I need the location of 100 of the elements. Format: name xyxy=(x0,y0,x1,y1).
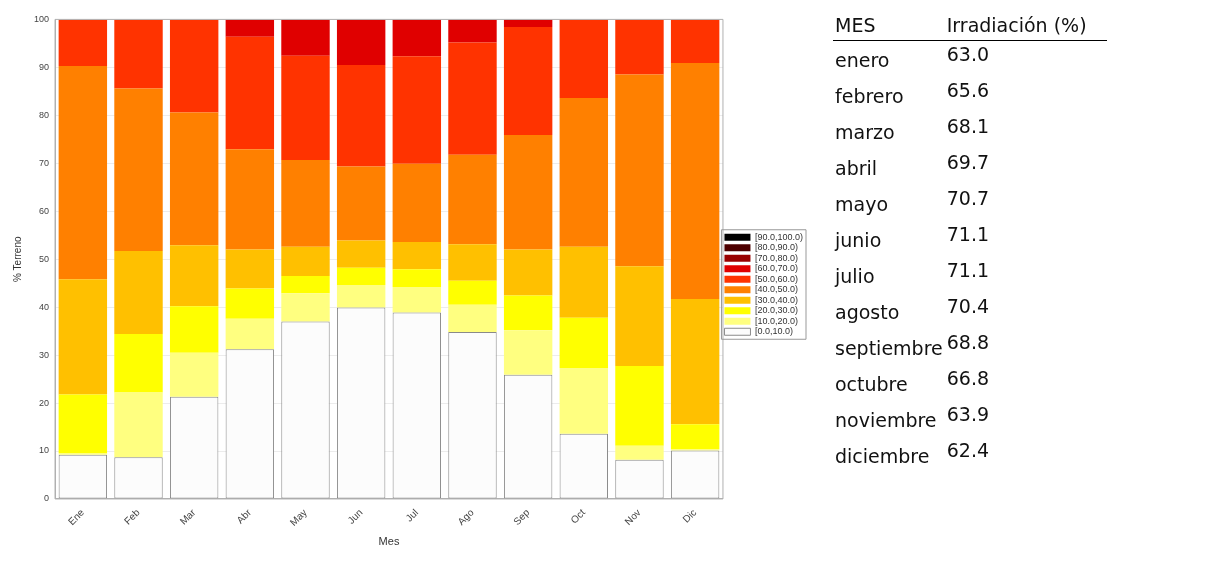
bar xyxy=(114,251,163,334)
text: 65.6 xyxy=(946,79,990,101)
y-tick-label: 70 xyxy=(39,157,50,168)
x-tick-label: Mar xyxy=(177,506,198,527)
bar xyxy=(58,279,108,395)
bar xyxy=(392,286,442,313)
x-tick-label: Jun xyxy=(345,506,365,526)
category-label: enero xyxy=(834,48,891,73)
x-tick-label: Oct xyxy=(568,506,588,526)
bar xyxy=(448,304,497,333)
bar xyxy=(670,63,720,299)
bar xyxy=(281,246,330,276)
bar xyxy=(503,330,553,375)
category-label: agosto xyxy=(834,300,901,325)
category-label: noviembre xyxy=(834,408,938,433)
bar xyxy=(169,306,219,353)
bar xyxy=(448,42,497,155)
category-label: febrero xyxy=(834,84,905,109)
y-tick-label: 100 xyxy=(33,13,50,24)
legend-label: [0.0,10.0) xyxy=(754,326,793,337)
bar xyxy=(392,241,442,270)
bar xyxy=(559,246,609,318)
bar xyxy=(448,154,497,245)
category-label: octubre xyxy=(834,372,909,397)
bar xyxy=(114,333,163,393)
x-tick-label: Abr xyxy=(234,506,254,526)
bar xyxy=(615,366,664,446)
bar xyxy=(503,295,553,331)
legend-label: [70.0,80.0) xyxy=(754,252,798,263)
bar xyxy=(281,55,330,160)
bar xyxy=(559,98,609,247)
bar xyxy=(225,288,275,319)
bar xyxy=(281,275,330,294)
bar xyxy=(503,249,553,296)
bar xyxy=(503,19,553,28)
bar xyxy=(670,19,720,64)
category-label: septiembre xyxy=(834,336,944,361)
text: 70.4 xyxy=(946,295,990,317)
bar xyxy=(559,317,609,369)
bar xyxy=(392,269,442,287)
legend-label: [80.0,90.0) xyxy=(754,242,798,253)
x-tick-label: Dic xyxy=(680,506,699,525)
bar xyxy=(225,19,275,37)
x-tick-label: May xyxy=(287,506,309,528)
legend-label: [90.0,100.0) xyxy=(754,231,804,242)
text: MES xyxy=(834,13,877,38)
bar xyxy=(670,298,720,425)
y-tick-label: 10 xyxy=(39,445,50,456)
bar xyxy=(281,293,330,322)
bar xyxy=(448,244,497,281)
bar xyxy=(58,394,108,453)
bar xyxy=(503,27,553,135)
bar xyxy=(169,352,219,397)
y-tick-label: 40 xyxy=(39,301,50,312)
bar xyxy=(615,19,664,75)
y-axis-title: % Terreno xyxy=(11,236,23,282)
bar xyxy=(615,266,664,367)
bar xyxy=(392,163,442,242)
legend-label: [60.0,70.0) xyxy=(754,263,798,274)
text: 68.8 xyxy=(946,331,990,353)
category-label: julio xyxy=(833,264,876,289)
x-tick-label: Sep xyxy=(511,506,532,528)
bar xyxy=(281,19,330,56)
bar xyxy=(281,159,330,247)
legend-label: [30.0,40.0) xyxy=(754,294,798,305)
y-tick-label: 60 xyxy=(39,205,50,216)
legend-label: [40.0,50.0) xyxy=(754,284,798,295)
text: Irradiación (%) xyxy=(945,13,1088,38)
text: 71.1 xyxy=(946,259,990,281)
x-tick-label: Feb xyxy=(121,506,143,527)
bar xyxy=(114,19,163,89)
bar xyxy=(169,19,219,113)
legend-label: [20.0,30.0) xyxy=(754,305,798,316)
bar xyxy=(336,267,386,286)
y-tick-label: 90 xyxy=(39,61,50,72)
bar xyxy=(58,65,108,280)
bar xyxy=(615,74,664,267)
y-tick-label: 20 xyxy=(39,397,50,408)
bar xyxy=(503,134,553,250)
bar xyxy=(114,88,163,252)
bar xyxy=(225,36,275,150)
y-tick-label: 30 xyxy=(39,349,50,360)
y-tick-label: 0 xyxy=(44,493,50,504)
bar xyxy=(336,285,386,308)
bar xyxy=(670,424,720,450)
bar xyxy=(169,112,219,246)
y-tick-label: 50 xyxy=(39,253,50,264)
bar xyxy=(225,318,275,350)
text: 71.1 xyxy=(946,223,990,245)
text: 63.0 xyxy=(946,43,990,65)
bar xyxy=(448,280,497,305)
x-axis-title: Mes xyxy=(378,535,400,548)
category-label: abril xyxy=(834,156,879,181)
x-tick-label: Jul xyxy=(403,506,421,524)
x-tick-label: Ago xyxy=(455,506,477,528)
text: 62.4 xyxy=(946,439,990,461)
bar xyxy=(448,19,497,43)
x-tick-label: Ene xyxy=(65,506,87,528)
text: 68.1 xyxy=(946,115,990,137)
bar xyxy=(225,249,275,289)
